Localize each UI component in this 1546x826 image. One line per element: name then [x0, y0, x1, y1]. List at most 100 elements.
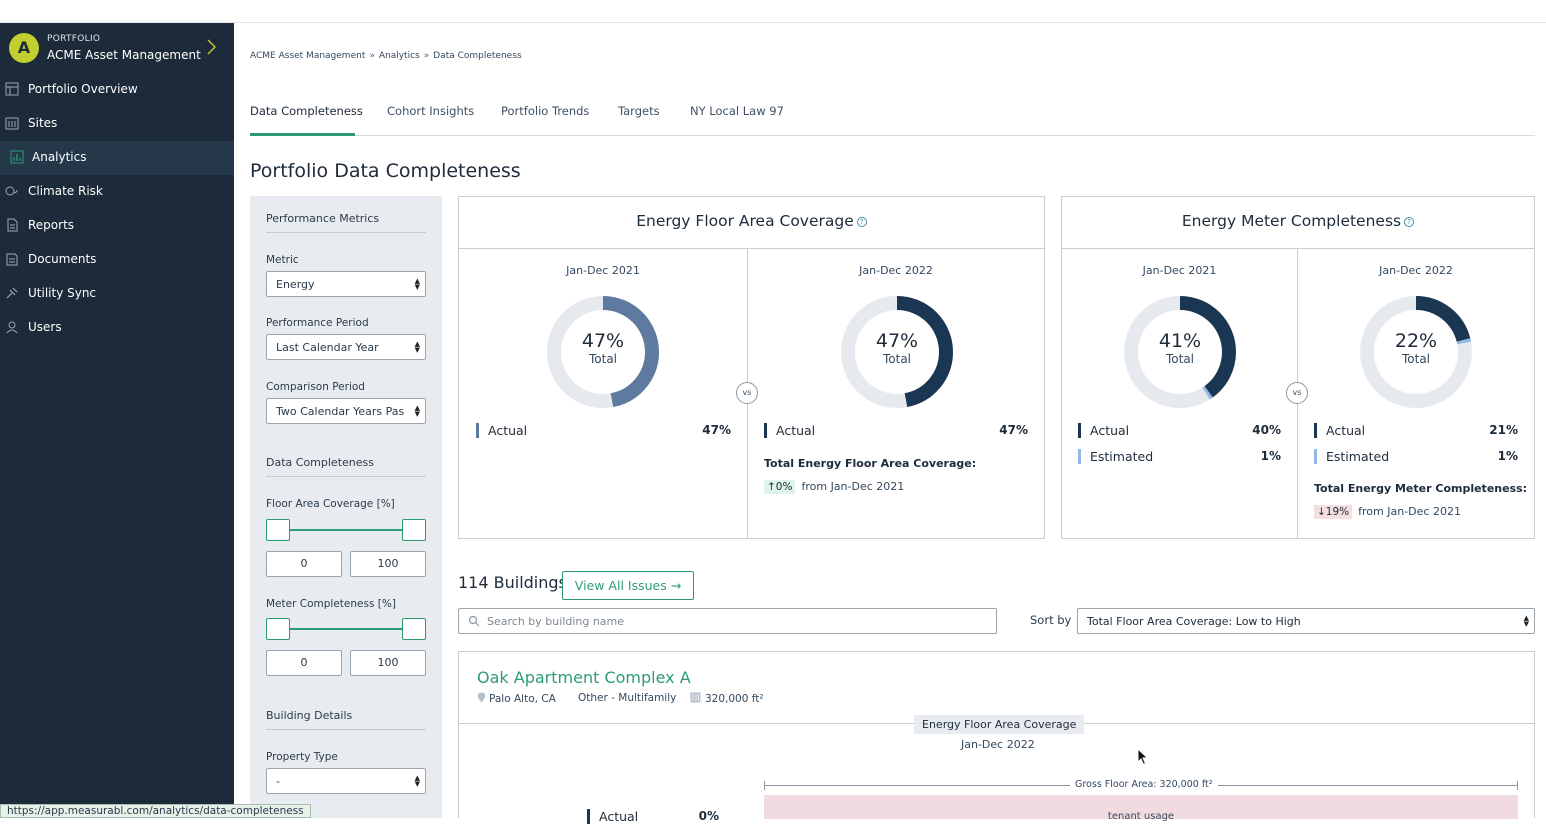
donut-actual-arc	[841, 296, 953, 408]
tab-portfolio-trends[interactable]: Portfolio Trends	[501, 104, 590, 118]
card-title: Energy Floor Area Coverage?	[459, 197, 1044, 249]
sidebar-item-analytics[interactable]: Analytics	[0, 141, 234, 175]
legend-actual: Actual 40%	[1078, 422, 1281, 440]
sidebar-item-reports[interactable]: Reports	[0, 209, 234, 243]
floor-area-max-input[interactable]: 100	[350, 551, 426, 577]
tab-targets[interactable]: Targets	[618, 104, 660, 118]
sidebar-item-sites[interactable]: Sites	[0, 107, 234, 141]
select-arrows-icon: ▲ ▼	[414, 774, 420, 788]
view-all-issues-button[interactable]: View All Issues →	[562, 571, 694, 600]
legend-swatch	[764, 423, 767, 438]
property-type-label: Property Type	[266, 751, 338, 763]
active-tab-indicator	[250, 133, 355, 136]
donut-chart: 47% Total	[840, 295, 954, 409]
sidebar-item-utility-sync[interactable]: Utility Sync	[0, 277, 234, 311]
search-placeholder: Search by building name	[487, 615, 625, 628]
sidebar-item-label: Analytics	[32, 150, 87, 164]
legend-estimated: Estimated 1%	[1314, 448, 1518, 466]
sidebar-item-label: Documents	[28, 252, 97, 266]
sync-icon	[6, 287, 18, 299]
donut-svg	[547, 296, 659, 408]
floor-area-min-input[interactable]: 0	[266, 551, 342, 577]
sidebar-item-label: Users	[28, 320, 62, 334]
metric-select[interactable]: Energy ▲ ▼	[266, 271, 426, 297]
location-pin-icon	[477, 692, 486, 703]
tab-cohort-insights[interactable]: Cohort Insights	[387, 104, 475, 118]
period-label: Jan-Dec 2022	[859, 264, 933, 277]
buildings-count: 114 Buildings	[458, 573, 567, 592]
select-arrows-icon: ▲ ▼	[414, 340, 420, 354]
sidebar-item-climate-risk[interactable]: Climate Risk	[0, 175, 234, 209]
breadcrumb-item[interactable]: Data Completeness	[433, 51, 522, 61]
building-card: Oak Apartment Complex A Palo Alto, CA Ot…	[458, 651, 1535, 824]
sidebar-item-label: Reports	[28, 218, 75, 232]
building-location: Palo Alto, CA	[477, 692, 556, 705]
search-icon	[468, 615, 480, 627]
building-area: 320,000 ft²	[690, 692, 764, 705]
donut-percent: 22%	[1394, 330, 1438, 352]
help-icon[interactable]: ?	[1404, 216, 1415, 227]
filter-panel: Performance Metrics Metric Energy ▲ ▼ Perf…	[250, 196, 442, 818]
breadcrumb-item[interactable]: Analytics	[378, 51, 420, 61]
select-arrows-icon: ▲ ▼	[1523, 614, 1529, 628]
legend-swatch	[476, 423, 479, 438]
chevron-right-icon[interactable]	[205, 39, 217, 55]
donut-total-label: Total	[882, 352, 912, 366]
meter-min-handle[interactable]	[266, 618, 290, 640]
meter-max-handle[interactable]	[402, 618, 426, 640]
sidebar-item-documents[interactable]: Documents	[0, 243, 234, 277]
legend-swatch	[1314, 423, 1317, 438]
tenant-usage-bar: tenant usage	[764, 795, 1518, 822]
property-type-select[interactable]: - ▲ ▼	[266, 768, 426, 794]
portfolio-switcher[interactable]: A PORTFOLIO ACME Asset Management	[0, 23, 234, 71]
change-badge: ↓19%	[1314, 505, 1353, 519]
period-panel: Jan-Dec 2022 47% Total Actual 47% Total …	[747, 249, 1044, 539]
performance-period-label: Performance Period	[266, 317, 369, 329]
help-icon[interactable]: ?	[856, 216, 867, 227]
building-search-input[interactable]: Search by building name	[458, 608, 997, 634]
legend-swatch	[1314, 449, 1317, 464]
sort-by-label: Sort by	[1030, 613, 1072, 627]
donut-percent: 47%	[581, 330, 625, 352]
floor-area-max-handle[interactable]	[402, 519, 426, 541]
meter-slider-track[interactable]	[272, 628, 420, 630]
period-panel: Jan-Dec 2022 22% Total Actual 21% Estima…	[1297, 249, 1534, 539]
floor-area-coverage-card: Energy Floor Area Coverage? Jan-Dec 2021…	[458, 196, 1045, 539]
period-label: Jan-Dec 2022	[1379, 264, 1453, 277]
floor-area-slider-track[interactable]	[272, 529, 420, 531]
status-bar-url: https://app.measurabl.com/analytics/data…	[0, 804, 311, 818]
mouse-cursor-icon	[1137, 748, 1149, 766]
legend-actual: Actual 47%	[764, 422, 1028, 440]
donut-chart: 22% Total	[1359, 295, 1473, 409]
meter-min-input[interactable]: 0	[266, 650, 342, 676]
period-label: Jan-Dec 2021	[1142, 264, 1217, 277]
tenant-usage-label: tenant usage	[1107, 811, 1175, 822]
floor-area-min-handle[interactable]	[266, 519, 290, 541]
total-coverage-label: Total Energy Floor Area Coverage:	[764, 457, 977, 470]
donut-svg	[1360, 296, 1472, 408]
overview-icon	[5, 82, 19, 96]
donut-total-label: Total	[1165, 352, 1195, 366]
section-performance-metrics: Performance Metrics	[266, 212, 426, 233]
donut-percent: 41%	[1158, 330, 1202, 352]
sidebar-item-portfolio-overview[interactable]: Portfolio Overview	[0, 73, 234, 107]
tab-ny-local-law-97[interactable]: NY Local Law 97	[690, 104, 784, 118]
page-title: Portfolio Data Completeness	[250, 160, 521, 182]
performance-period-select[interactable]: Last Calendar Year ▲ ▼	[266, 334, 426, 360]
building-name-link[interactable]: Oak Apartment Complex A	[477, 668, 691, 687]
period-panel: Jan-Dec 2021 47% Total Actual 47%	[459, 249, 747, 539]
comparison-period-select[interactable]: Two Calendar Years Pas ▲ ▼	[266, 398, 426, 424]
sidebar-item-label: Portfolio Overview	[28, 82, 138, 96]
legend-swatch	[587, 809, 590, 824]
donut-actual-arc	[1124, 296, 1236, 408]
total-meter-label: Total Energy Meter Completeness:	[1314, 482, 1528, 495]
sidebar-item-users[interactable]: Users	[0, 311, 234, 345]
sort-select[interactable]: Total Floor Area Coverage: Low to High ▲ ▼	[1077, 608, 1535, 634]
tab-data-completeness[interactable]: Data Completeness	[250, 104, 363, 118]
floor-area-coverage-label: Floor Area Coverage [%]	[266, 498, 395, 510]
breadcrumb-item[interactable]: ACME Asset Management	[250, 51, 366, 61]
meter-max-input[interactable]: 100	[350, 650, 426, 676]
period-label: Jan-Dec 2021	[566, 264, 640, 277]
sidebar-item-label: Utility Sync	[28, 286, 97, 300]
chart-icon	[10, 150, 24, 164]
